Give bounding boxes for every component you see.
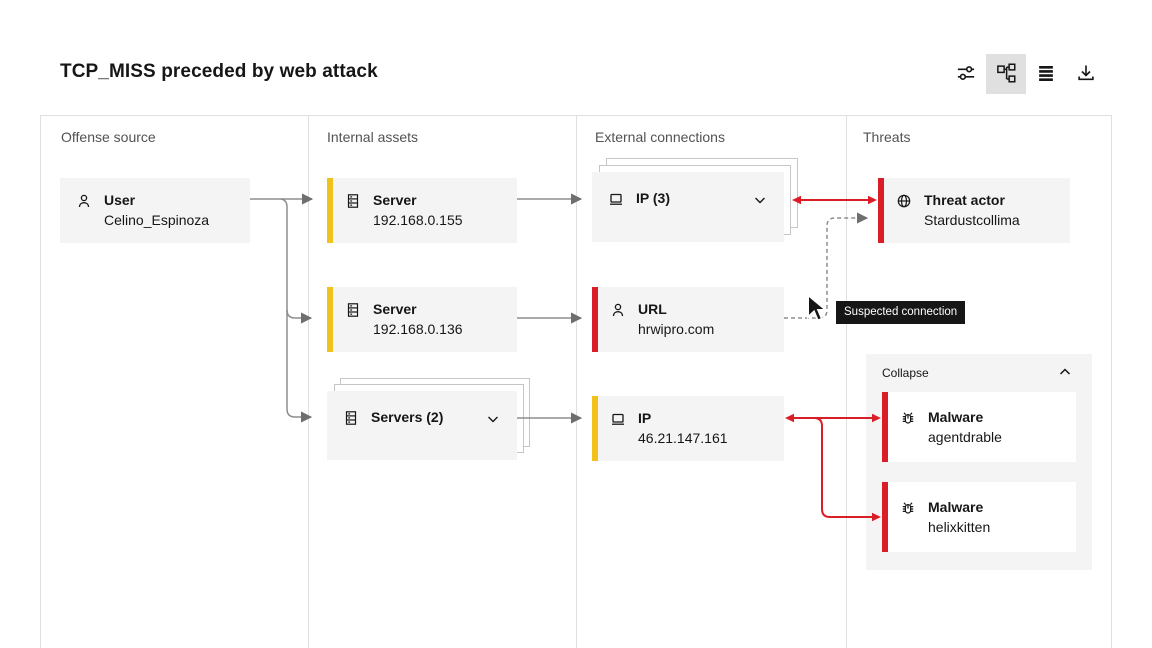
- bug-icon: [900, 410, 916, 426]
- column-divider: [576, 116, 577, 648]
- column-header-external-connections: External connections: [595, 129, 725, 145]
- node-type: IP (3): [636, 190, 670, 206]
- node-type: Threat actor: [924, 192, 1005, 208]
- chevron-down-icon[interactable]: [752, 192, 768, 208]
- decision-tree-icon: [996, 63, 1016, 86]
- node-malware-agentdrable[interactable]: Malware agentdrable: [882, 392, 1076, 462]
- node-value: Celino_Espinoza: [104, 212, 210, 228]
- download-button[interactable]: [1066, 54, 1106, 94]
- user-icon: [76, 193, 92, 209]
- node-type: URL: [638, 301, 667, 317]
- collapse-toggle-button[interactable]: [1052, 360, 1078, 386]
- column-divider: [846, 116, 847, 648]
- tree-view-button[interactable]: [986, 54, 1026, 94]
- page-title: TCP_MISS preceded by web attack: [60, 61, 378, 82]
- column-divider: [308, 116, 309, 648]
- node-type: Server: [373, 301, 417, 317]
- list-view-button[interactable]: [1026, 54, 1066, 94]
- node-value: 46.21.147.161: [638, 430, 728, 446]
- mouse-cursor: [806, 292, 832, 329]
- node-value: agentdrable: [928, 429, 1002, 445]
- node-type: IP: [638, 410, 652, 426]
- user-icon: [610, 302, 626, 318]
- node-malware-helixkitten[interactable]: Malware helixkitten: [882, 482, 1076, 552]
- node-value: Stardustcollima: [924, 212, 1020, 228]
- node-value: hrwipro.com: [638, 321, 715, 337]
- server-icon: [343, 410, 359, 426]
- server-icon: [345, 302, 361, 318]
- node-server-155[interactable]: Server 192.168.0.155: [327, 178, 517, 243]
- settings-adjust-icon: [956, 63, 976, 86]
- chevron-down-icon[interactable]: [485, 411, 501, 427]
- node-servers-group[interactable]: Servers (2): [327, 391, 517, 460]
- node-type: Malware: [928, 409, 984, 425]
- screen-icon: [608, 191, 624, 207]
- node-threat-actor[interactable]: Threat actor Stardustcollima: [878, 178, 1070, 243]
- node-value: 192.168.0.136: [373, 321, 463, 337]
- node-value: 192.168.0.155: [373, 212, 463, 228]
- node-ip-group[interactable]: IP (3): [592, 172, 784, 242]
- column-header-threats: Threats: [863, 129, 911, 145]
- node-user[interactable]: User Celino_Espinoza: [60, 178, 250, 243]
- node-type: Server: [373, 192, 417, 208]
- column-header-internal-assets: Internal assets: [327, 129, 419, 145]
- list-view-icon: [1036, 63, 1056, 86]
- node-url[interactable]: URL hrwipro.com: [592, 287, 784, 352]
- globe-icon: [896, 193, 912, 209]
- filter-settings-button[interactable]: [946, 54, 986, 94]
- chevron-up-icon: [1057, 364, 1073, 383]
- node-type: User: [104, 192, 136, 208]
- node-value: helixkitten: [928, 519, 991, 535]
- collapse-label: Collapse: [882, 366, 929, 380]
- suspected-connection-tooltip: Suspected connection: [836, 301, 966, 324]
- server-icon: [345, 193, 361, 209]
- node-server-136[interactable]: Server 192.168.0.136: [327, 287, 517, 352]
- node-type: Servers (2): [371, 409, 444, 425]
- node-ip[interactable]: IP 46.21.147.161: [592, 396, 784, 461]
- download-icon: [1076, 63, 1096, 86]
- column-header-offense-source: Offense source: [61, 129, 156, 145]
- bug-icon: [900, 500, 916, 516]
- view-toolbar: [946, 54, 1106, 94]
- screen-icon: [610, 411, 626, 427]
- node-type: Malware: [928, 499, 984, 515]
